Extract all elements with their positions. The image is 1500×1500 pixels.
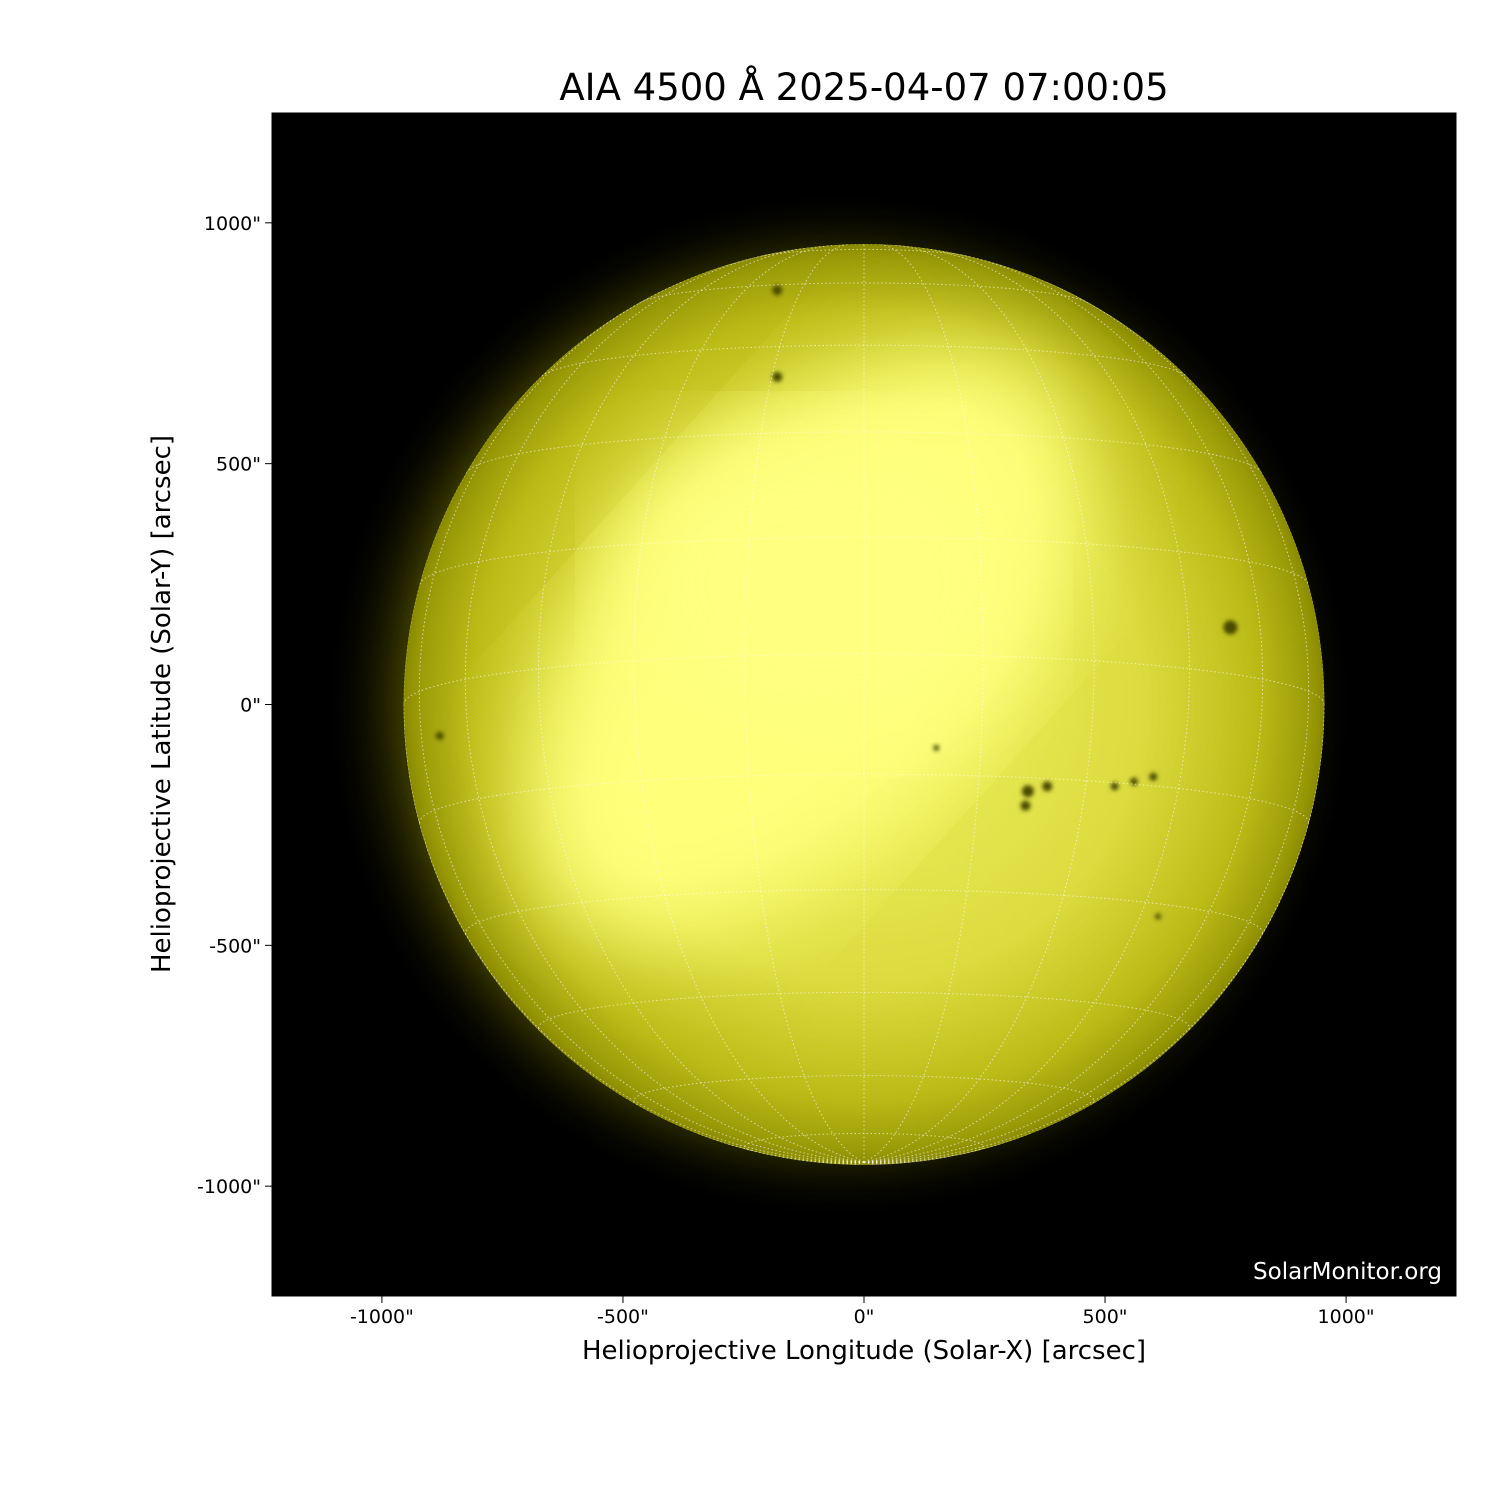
longitude-line [863, 1156, 947, 1164]
latitude-line [638, 282, 1090, 304]
watermark: SolarMonitor.org [1253, 1259, 1442, 1285]
y-tick-label: 1000" [204, 213, 261, 235]
longitude-line [697, 1133, 865, 1163]
x-tick-label: -500" [597, 1306, 649, 1328]
sunspot [1021, 785, 1034, 798]
longitude-line [403, 704, 865, 1163]
longitude-line [744, 244, 865, 1163]
sunspot [1149, 772, 1158, 781]
x-tick-label: -1000" [350, 1306, 414, 1328]
bright-region-core [616, 423, 1032, 746]
latitude-line [464, 889, 1264, 935]
x-tick-label: 1000" [1318, 1306, 1375, 1328]
sunspot [1042, 781, 1053, 792]
sunspot [772, 285, 783, 296]
longitude-line [863, 247, 1191, 1163]
longitude-line [863, 244, 984, 1163]
longitude-line [464, 253, 865, 1163]
latitude-line [633, 1074, 1095, 1106]
sunspot [1020, 800, 1031, 811]
y-tick-label: -1000" [197, 1176, 261, 1198]
x-tick-label: 500" [1083, 1306, 1128, 1328]
sunspot [1223, 620, 1238, 635]
longitude-line [537, 247, 865, 1163]
longitude-line [633, 244, 865, 1163]
sunspot [1110, 782, 1119, 791]
sunspot [772, 371, 783, 382]
y-tick-label: -500" [209, 935, 261, 957]
x-tick-label: 0" [854, 1306, 875, 1328]
latitude-line [419, 536, 1309, 585]
longitude-line [863, 1133, 1031, 1163]
x-axis-label: Helioprojective Longitude (Solar-X) [arc… [581, 1336, 1147, 1366]
sunspot [1155, 913, 1162, 920]
latitude-line [756, 248, 972, 258]
longitude-line [863, 704, 1325, 1163]
y-tick-label: 500" [216, 454, 261, 476]
y-tick-label: 0" [240, 695, 261, 717]
longitude-line [863, 253, 1264, 1163]
longitude-line [863, 1161, 889, 1165]
chart-title: AIA 4500 Å 2025-04-07 07:00:05 [559, 66, 1169, 109]
heliographic-grid [403, 244, 1325, 1165]
sunspot [933, 744, 940, 751]
sunspot [435, 731, 444, 740]
longitude-line [863, 244, 1095, 1163]
